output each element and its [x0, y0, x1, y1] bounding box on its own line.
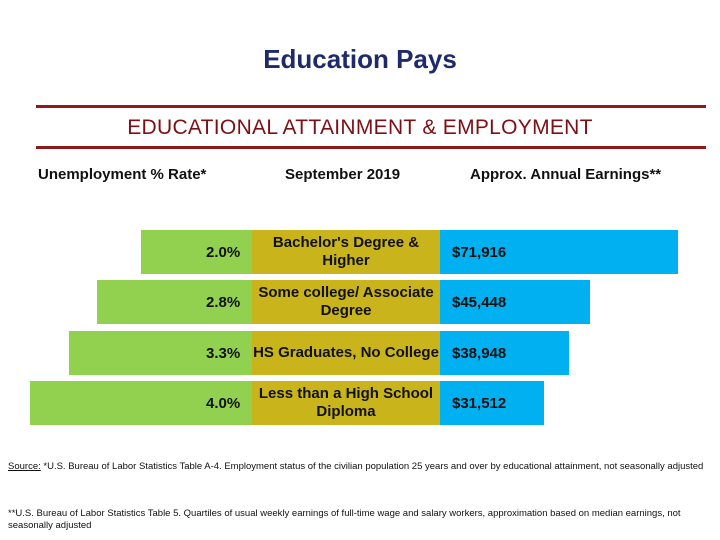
- unemployment-rate-label: 2.0%: [206, 244, 241, 261]
- unemployment-bar: [30, 381, 252, 425]
- unemployment-rate-label: 2.8%: [206, 294, 241, 311]
- title-divider-top: [36, 105, 706, 108]
- earnings-column-header: Approx. Annual Earnings**: [470, 166, 662, 183]
- unemployment-bar: [96, 280, 252, 324]
- page-title: Education Pays: [263, 44, 457, 74]
- unemployment-rate-label: 4.0%: [206, 395, 241, 412]
- source-label: Source:: [8, 461, 41, 472]
- unemployment-column-header: Unemployment % Rate*: [38, 166, 207, 183]
- education-level-label: Bachelor's Degree & Higher: [252, 230, 440, 274]
- source-text-1: *U.S. Bureau of Labor Statistics Table A…: [40, 461, 704, 472]
- unemployment-rate-label: 3.3%: [206, 345, 241, 362]
- source-note-1: Source: *U.S. Bureau of Labor Statistics…: [8, 461, 712, 473]
- earnings-bar: [440, 280, 591, 324]
- source-note-2: **U.S. Bureau of Labor Statistics Table …: [8, 508, 681, 531]
- earnings-bar: [440, 331, 569, 375]
- period-column-header: September 2019: [285, 166, 401, 183]
- earnings-label: $38,948: [452, 345, 507, 362]
- title-divider-bottom: [36, 146, 706, 149]
- education-level-label: Some college/ Associate Degree: [252, 280, 440, 324]
- earnings-label: $71,916: [452, 244, 507, 261]
- unemployment-bar: [68, 331, 252, 375]
- education-level-label: HS Graduates, No College: [252, 331, 440, 375]
- chart-subtitle: EDUCATIONAL ATTAINMENT & EMPLOYMENT: [127, 116, 593, 139]
- earnings-label: $45,448: [452, 294, 507, 311]
- earnings-label: $31,512: [452, 395, 507, 412]
- unemployment-bar: [141, 230, 252, 274]
- education-level-label: Less than a High School Diploma: [252, 381, 440, 425]
- earnings-bar: [440, 230, 678, 274]
- earnings-bar: [440, 381, 545, 425]
